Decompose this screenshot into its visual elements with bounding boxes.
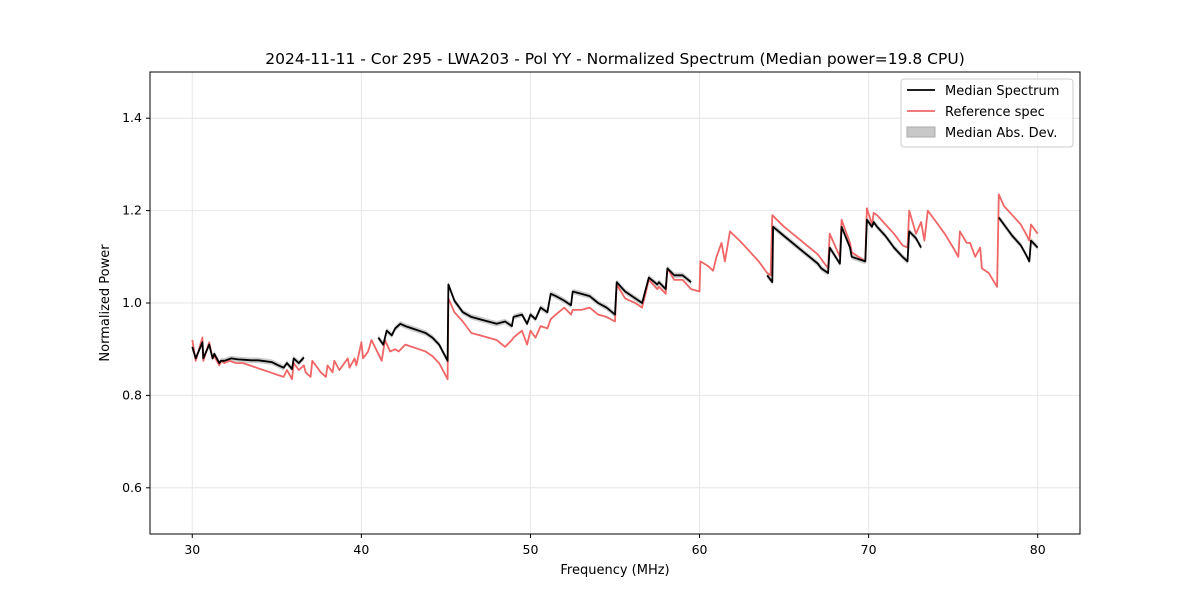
x-tick: 60 — [692, 534, 708, 557]
median-spectrum-line — [191, 341, 305, 371]
y-tick-label: 1.0 — [122, 295, 142, 310]
legend-reference-label: Reference spec — [945, 105, 1045, 120]
reference-spectrum-line — [191, 193, 1039, 381]
x-tick-label: 30 — [184, 542, 200, 557]
median-spectrum-line — [998, 216, 1039, 263]
x-tick-label: 60 — [692, 542, 708, 557]
x-tick: 70 — [861, 534, 877, 557]
y-tick: 1.2 — [122, 203, 150, 218]
x-axis-ticks: 30 40 50 60 70 80 — [184, 534, 1046, 557]
legend-median-label: Median Spectrum — [945, 84, 1059, 99]
y-tick: 1.4 — [122, 110, 150, 125]
median-spectrum-line — [377, 267, 692, 362]
x-axis-label: Frequency (MHz) — [560, 563, 669, 578]
chart-title: 2024-11-11 - Cor 295 - LWA203 - Pol YY -… — [265, 50, 965, 68]
x-tick: 40 — [353, 534, 369, 557]
x-tick-label: 40 — [353, 542, 369, 557]
y-tick: 0.8 — [122, 387, 150, 402]
y-axis-label: Normalized Power — [98, 244, 113, 362]
y-tick-label: 1.4 — [122, 110, 142, 125]
legend-box — [900, 78, 1074, 148]
x-tick: 50 — [523, 534, 539, 557]
series-lines — [191, 193, 1039, 381]
median-spectrum-line — [766, 218, 922, 284]
x-tick: 80 — [1030, 534, 1046, 557]
y-tick-label: 0.8 — [122, 387, 142, 402]
x-tick-label: 70 — [861, 542, 877, 557]
x-tick-label: 50 — [523, 542, 539, 557]
x-tick-label: 80 — [1030, 542, 1046, 557]
y-tick: 0.6 — [122, 480, 150, 495]
x-tick: 30 — [184, 534, 200, 557]
y-tick-label: 1.2 — [122, 203, 142, 218]
legend: Median Spectrum Reference spec Median Ab… — [900, 78, 1074, 148]
y-tick-label: 0.6 — [122, 480, 142, 495]
legend-mad-swatch — [906, 126, 936, 138]
y-axis-ticks: 0.6 0.8 1.0 1.2 1.4 — [122, 110, 150, 495]
y-tick: 1.0 — [122, 295, 150, 310]
legend-mad-label: Median Abs. Dev. — [945, 126, 1057, 141]
